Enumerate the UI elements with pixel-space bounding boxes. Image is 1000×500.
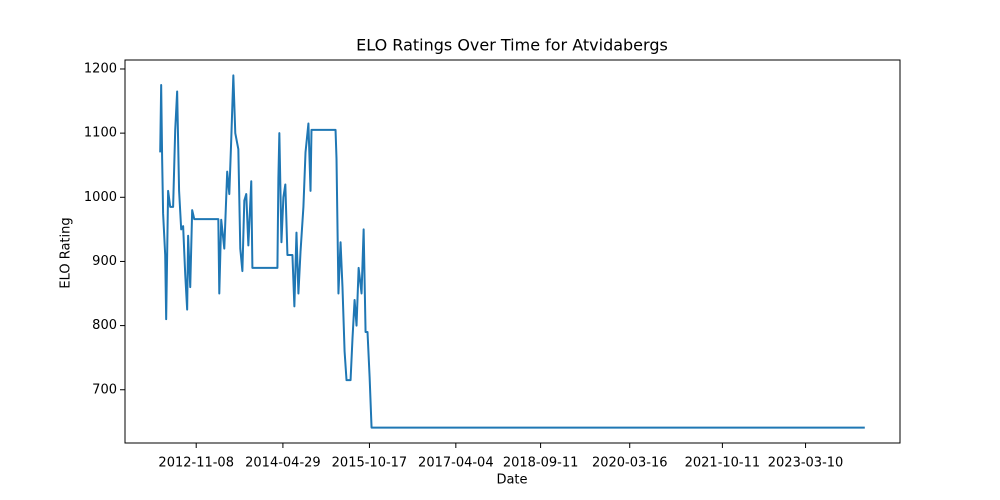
- x-tick-label: 2020-03-16: [592, 456, 668, 471]
- y-tick-label: 900: [92, 254, 117, 269]
- x-tick-label: 2023-03-10: [768, 456, 844, 471]
- data-line: [159, 74, 865, 429]
- x-tick-label: 2017-04-04: [418, 456, 494, 471]
- x-axis-label: Date: [496, 473, 527, 488]
- x-tick-label: 2018-09-11: [503, 456, 579, 471]
- y-tick-label: 1200: [84, 61, 117, 76]
- x-tick-label: 2021-10-11: [685, 456, 761, 471]
- y-tick-label: 800: [92, 318, 117, 333]
- x-tick-label: 2014-04-29: [245, 456, 321, 471]
- y-tick-label: 700: [92, 382, 117, 397]
- chart-title: ELO Ratings Over Time for Atvidabergs: [356, 36, 668, 55]
- plot-frame: [124, 59, 901, 444]
- x-tick-label: 2012-11-08: [158, 456, 234, 471]
- y-tick-label: 1100: [84, 126, 117, 141]
- y-axis-label: ELO Rating: [59, 217, 74, 288]
- y-tick-label: 1000: [84, 190, 117, 205]
- x-tick-label: 2015-10-17: [332, 456, 408, 471]
